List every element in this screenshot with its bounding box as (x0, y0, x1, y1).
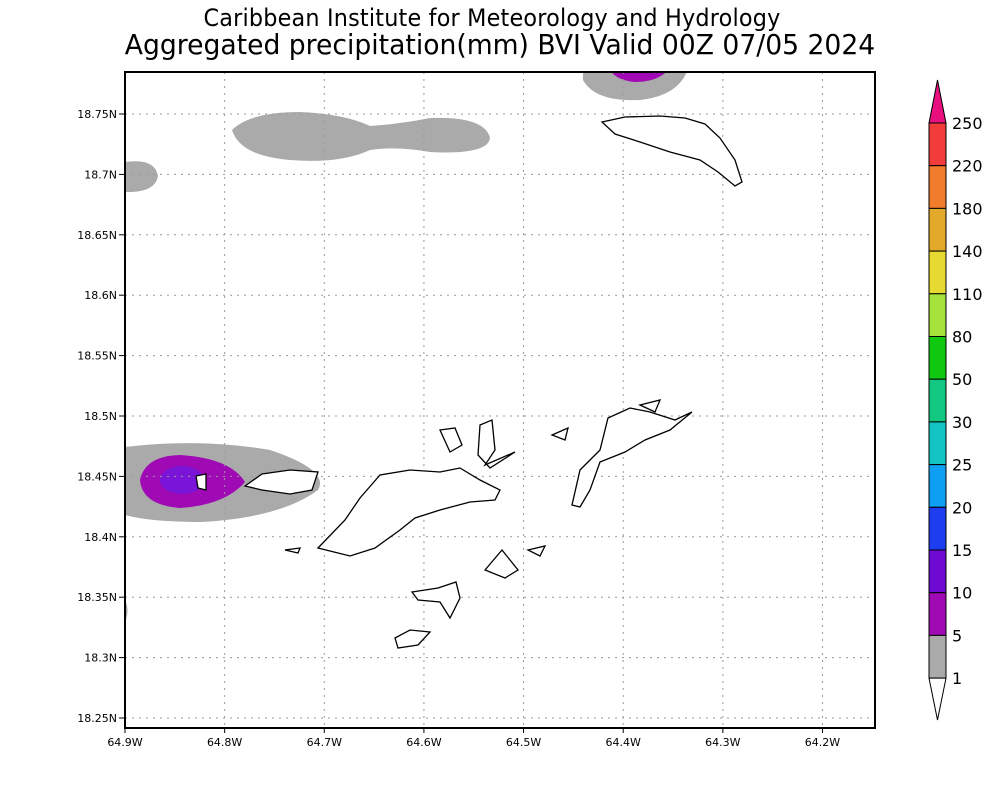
colorbar-segment (928, 293, 947, 337)
colorbar-segment (928, 464, 947, 508)
map-frame (124, 71, 876, 729)
precip-area-1-5mm (232, 112, 490, 161)
colorbar-segment (928, 122, 947, 167)
island-beef (439, 427, 463, 453)
colorbar-label: 220 (952, 157, 983, 176)
lat-tick-label: 18.6N (84, 289, 117, 302)
colorbar-segment (928, 378, 947, 423)
colorbar-segment (928, 549, 947, 594)
precip-area-1-5mm (125, 161, 158, 193)
colorbar-label: 110 (952, 285, 983, 304)
colorbar-label: 180 (952, 199, 983, 218)
lat-tick-label: 18.55N (77, 350, 117, 363)
lon-tick-label: 64.5W (506, 736, 541, 749)
lat-tick-label: 18.45N (77, 470, 117, 483)
colorbar-label: 1 (952, 669, 962, 688)
lon-tick-label: 64.2W (805, 736, 840, 749)
lon-tick-label: 64.9W (107, 736, 142, 749)
precip-area-10-15mm (160, 466, 204, 494)
island-great-camanoe (477, 419, 516, 469)
colorbar-label: 50 (952, 370, 972, 389)
colorbar: 250 220 180 140 110 80 50 30 25 20 15 10 5 1 (928, 79, 983, 721)
colorbar-segment (928, 634, 947, 679)
colorbar-label: 250 (952, 114, 983, 133)
lat-tick-label: 18.75N (77, 108, 117, 121)
colorbar-label: 140 (952, 242, 983, 261)
island-tortola (316, 467, 501, 557)
figure-title-institution: Caribbean Institute for Meteorology and … (203, 4, 781, 32)
island-sandy-cay (195, 473, 207, 491)
island-ginger (526, 545, 547, 557)
lon-tick-label: 64.3W (705, 736, 740, 749)
lon-tick-label: 64.4W (606, 736, 641, 749)
lon-tick-label: 64.8W (207, 736, 242, 749)
island-little-thatch (284, 547, 302, 554)
lat-tick-label: 18.25N (77, 712, 117, 725)
colorbar-label: 25 (952, 456, 972, 475)
colorbar-label: 5 (952, 626, 962, 645)
island-anegada (600, 115, 743, 187)
lat-tick-label: 18.7N (84, 168, 117, 181)
graticule (125, 72, 875, 728)
precip-area-1-5mm (583, 72, 687, 101)
colorbar-segment (928, 165, 947, 209)
lat-tick-label: 18.3N (84, 652, 117, 665)
colorbar-label: 15 (952, 541, 972, 560)
colorbar-segment (928, 250, 947, 295)
colorbar-label: 10 (952, 584, 972, 603)
lon-tick-label: 64.6W (406, 736, 441, 749)
colorbar-max-arrow (928, 79, 947, 124)
island-jost-van-dyke (243, 469, 319, 495)
colorbar-label: 30 (952, 413, 972, 432)
lat-tick-label: 18.65N (77, 229, 117, 242)
colorbar-segment (928, 207, 947, 252)
island-virgin-gorda (571, 407, 693, 508)
axes: 64.9W 64.8W 64.7W 64.6W 64.5W 64.4W 64.3W 64.2W… (77, 108, 840, 749)
colorbar-label: 20 (952, 498, 972, 517)
island-norman (394, 629, 432, 649)
island-peter (410, 581, 461, 620)
colorbar-label: 80 (952, 328, 972, 347)
islands (195, 115, 743, 649)
colorbar-segment (928, 421, 947, 466)
precip-area-5-10mm (611, 72, 667, 82)
lat-tick-label: 18.4N (84, 531, 117, 544)
island-mosquito (638, 399, 662, 413)
lat-tick-label: 18.35N (77, 591, 117, 604)
precip-shading (125, 72, 687, 622)
island-scrub (550, 426, 569, 441)
lat-tick-label: 18.5N (84, 410, 117, 423)
figure-title-product: Aggregated precipitation(mm) BVI Valid 0… (124, 28, 876, 61)
colorbar-segment (928, 336, 947, 380)
colorbar-segment (928, 592, 947, 636)
colorbar-segment (928, 506, 947, 551)
island-cooper (483, 548, 519, 579)
colorbar-min-arrow (928, 677, 947, 721)
lon-tick-label: 64.7W (307, 736, 342, 749)
